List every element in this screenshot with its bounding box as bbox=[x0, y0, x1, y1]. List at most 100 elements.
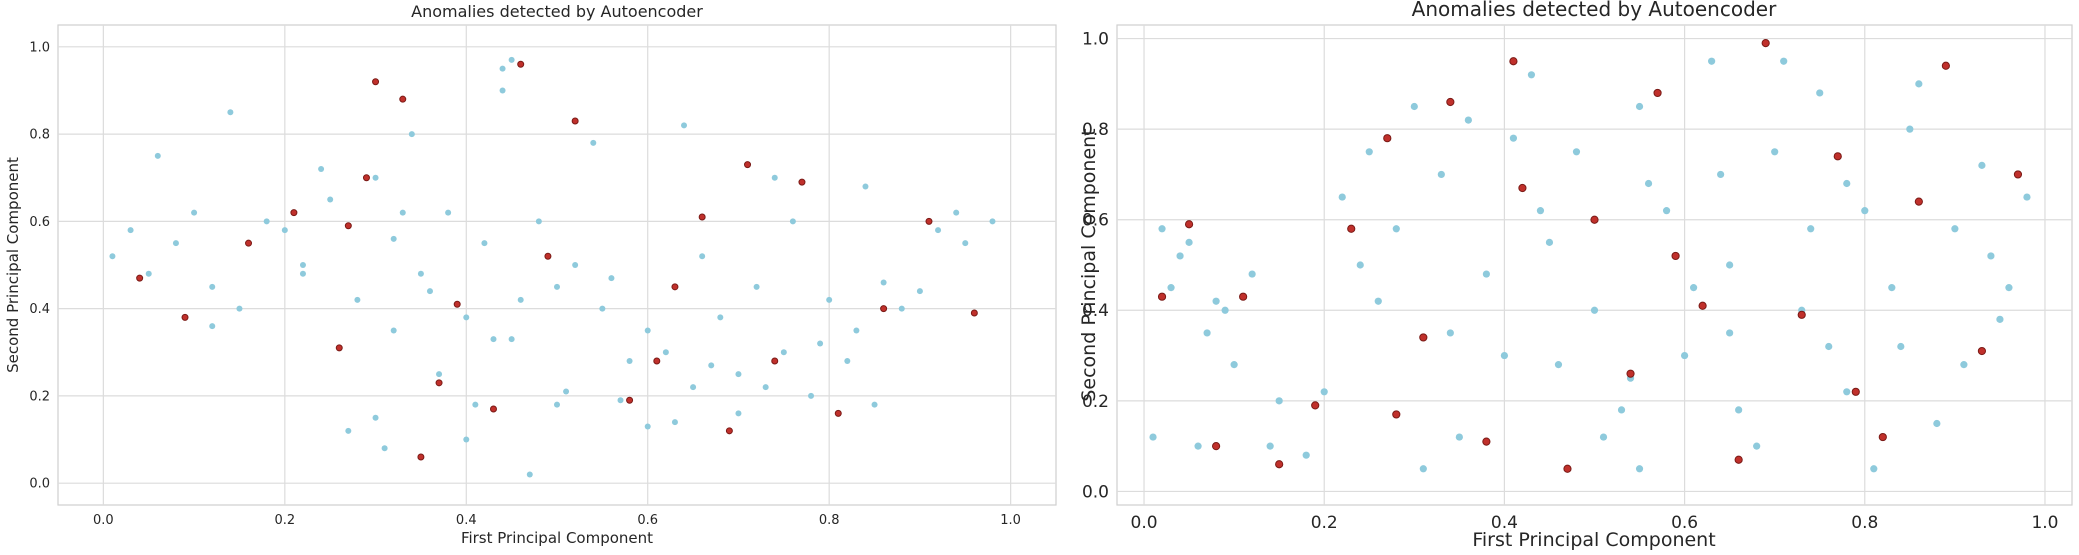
anomaly-point bbox=[1671, 251, 1680, 261]
normal-point bbox=[1861, 207, 1869, 215]
normal-point bbox=[1203, 329, 1211, 337]
normal-point bbox=[1680, 351, 1689, 360]
normal-point bbox=[1897, 342, 1905, 351]
normal-point bbox=[644, 423, 651, 430]
x-tick-label: 0.8 bbox=[819, 513, 840, 528]
normal-point bbox=[1266, 442, 1274, 450]
anomaly-point bbox=[834, 409, 842, 417]
anomaly-point bbox=[362, 174, 370, 182]
normal-point bbox=[898, 305, 905, 312]
normal-point bbox=[771, 174, 778, 181]
normal-point bbox=[1735, 406, 1743, 414]
normal-point bbox=[1825, 342, 1833, 351]
normal-point bbox=[780, 349, 787, 356]
anomaly-point bbox=[417, 453, 425, 461]
y-tick-label: 0.4 bbox=[1082, 301, 1109, 321]
normal-point bbox=[1951, 225, 1959, 233]
normal-point bbox=[1717, 170, 1725, 179]
normal-point bbox=[1644, 179, 1653, 188]
normal-point bbox=[236, 305, 243, 312]
normal-point bbox=[1726, 261, 1734, 269]
anomaly-point bbox=[970, 309, 978, 317]
normal-point bbox=[508, 336, 515, 343]
y-tick-label: 0.0 bbox=[1082, 482, 1109, 502]
anomaly-point bbox=[571, 117, 579, 125]
normal-point bbox=[690, 384, 697, 391]
x-tick-label: 0.0 bbox=[1131, 513, 1158, 533]
y-tick-label: 0.8 bbox=[1082, 120, 1109, 140]
normal-point bbox=[299, 270, 306, 277]
x-tick-label: 1.0 bbox=[1000, 513, 1021, 528]
anomaly-point bbox=[1626, 369, 1635, 378]
x-tick-label: 0.2 bbox=[274, 513, 295, 528]
normal-point bbox=[953, 209, 960, 216]
normal-point bbox=[1320, 388, 1328, 396]
x-tick-label: 0.4 bbox=[1491, 513, 1518, 533]
normal-point bbox=[499, 65, 506, 72]
normal-point bbox=[563, 388, 570, 395]
normal-point bbox=[989, 218, 996, 225]
x-axis-label: First Principal Component bbox=[1472, 529, 1715, 551]
normal-point bbox=[1888, 284, 1896, 292]
normal-point bbox=[1554, 361, 1563, 369]
normal-point bbox=[1807, 225, 1815, 233]
anomaly-point bbox=[1977, 346, 1987, 356]
normal-point bbox=[1302, 451, 1310, 459]
normal-point bbox=[1843, 388, 1851, 396]
normal-point bbox=[1771, 148, 1779, 156]
anomaly-point bbox=[544, 252, 552, 260]
anomaly-point bbox=[1275, 460, 1284, 469]
normal-point bbox=[436, 371, 443, 378]
normal-point bbox=[817, 340, 824, 347]
normal-point bbox=[735, 371, 742, 378]
normal-point bbox=[681, 122, 688, 129]
normal-point bbox=[227, 109, 234, 116]
normal-point bbox=[426, 288, 433, 295]
normal-point bbox=[662, 349, 669, 356]
normal-point bbox=[554, 401, 560, 408]
normal-point bbox=[345, 427, 352, 434]
normal-point bbox=[1158, 225, 1166, 233]
normal-point bbox=[390, 235, 397, 242]
anomaly-point bbox=[698, 213, 706, 221]
anomaly-point bbox=[1797, 310, 1806, 319]
anomaly-point bbox=[1941, 61, 1950, 70]
normal-point bbox=[1536, 207, 1545, 215]
anomaly-point bbox=[435, 379, 443, 387]
anomaly-point bbox=[136, 274, 144, 282]
normal-point bbox=[1960, 361, 1968, 369]
normal-point bbox=[1482, 270, 1490, 278]
normal-point bbox=[626, 358, 633, 364]
normal-point bbox=[463, 436, 470, 443]
normal-point bbox=[1212, 297, 1220, 305]
anomaly-point bbox=[1833, 152, 1842, 161]
normal-point bbox=[1194, 442, 1202, 450]
anomaly-point bbox=[626, 396, 634, 404]
anomaly-point bbox=[1157, 292, 1167, 301]
normal-point bbox=[390, 327, 397, 334]
x-tick-label: 0.6 bbox=[1671, 513, 1698, 533]
normal-point bbox=[1915, 80, 1923, 88]
normal-point bbox=[1662, 207, 1671, 215]
normal-point bbox=[1590, 306, 1599, 314]
normal-point bbox=[1690, 284, 1698, 292]
normal-point bbox=[935, 227, 942, 234]
normal-point bbox=[753, 283, 760, 290]
normal-point bbox=[808, 392, 815, 399]
anomaly-point bbox=[1878, 432, 1887, 442]
x-axis-label: First Principal Component bbox=[461, 529, 653, 547]
chart-right: 0.0 0.2 0.4 0.6 0.8 1.0 0.0 0.2 0.4 0.6 0.8 1.0 Ano… bbox=[1078, 0, 2073, 551]
chart-title: Anomalies detected by Autoencoder bbox=[1412, 0, 1777, 21]
normal-point bbox=[699, 253, 706, 260]
y-tick-label: 0.8 bbox=[29, 128, 50, 143]
chart-title: Anomalies detected by Autoencoder bbox=[411, 2, 703, 21]
anomaly-point bbox=[653, 357, 661, 365]
normal-point bbox=[154, 152, 161, 159]
y-tick-label: 0.2 bbox=[29, 389, 50, 404]
normal-point bbox=[1365, 148, 1373, 156]
anomaly-point bbox=[1518, 183, 1527, 193]
normal-point bbox=[789, 218, 796, 225]
normal-point bbox=[535, 218, 542, 225]
normal-point bbox=[1500, 351, 1509, 360]
normal-point bbox=[1455, 433, 1463, 441]
